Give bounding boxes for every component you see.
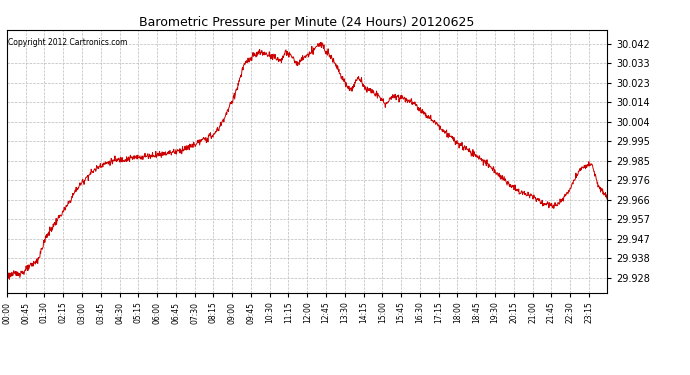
Title: Barometric Pressure per Minute (24 Hours) 20120625: Barometric Pressure per Minute (24 Hours… — [139, 16, 475, 29]
Text: Copyright 2012 Cartronics.com: Copyright 2012 Cartronics.com — [8, 38, 128, 47]
